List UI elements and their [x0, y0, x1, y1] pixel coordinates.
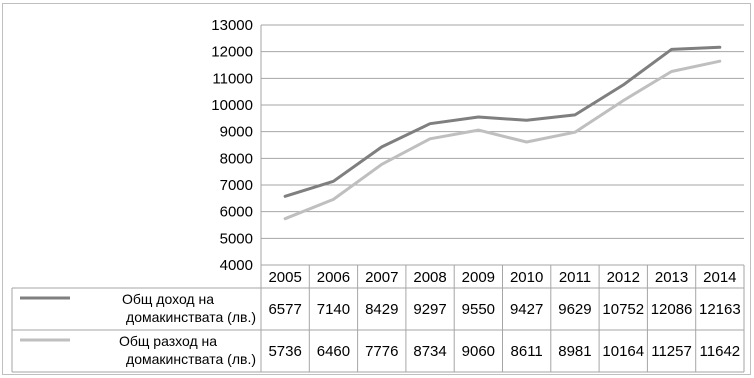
table-value-cell: 12086 — [651, 301, 693, 318]
table-header-year: 2014 — [703, 269, 736, 286]
gridlines — [261, 25, 744, 265]
series-line-2 — [285, 61, 720, 219]
table-value-cell: 12163 — [699, 301, 741, 318]
table-value-cell: 6577 — [268, 301, 301, 318]
table-value-cell: 7140 — [317, 301, 350, 318]
table-value-cell: 9297 — [413, 301, 446, 318]
table-value-cell: 6460 — [317, 343, 350, 360]
series-name-line: домакинствата (лв.) — [126, 309, 256, 325]
table-header-year: 2007 — [365, 269, 398, 286]
table-value-cell: 9550 — [462, 301, 495, 318]
y-tick-label: 9000 — [220, 124, 253, 141]
table-header-year: 2005 — [268, 269, 301, 286]
table-value-cell: 8429 — [365, 301, 398, 318]
series-name-line: Общ разход на — [119, 333, 217, 349]
table-header-year: 2010 — [510, 269, 543, 286]
table-header-year: 2008 — [413, 269, 446, 286]
y-tick-label: 11000 — [212, 70, 253, 87]
table-header-year: 2006 — [317, 269, 350, 286]
table-value-cell: 11642 — [700, 343, 741, 360]
y-tick-label: 8000 — [220, 150, 253, 167]
table-header-year: 2009 — [462, 269, 495, 286]
series-name-line: домакинствата (лв.) — [126, 351, 256, 367]
y-tick-label: 10000 — [211, 97, 253, 114]
table-value-cell: 9060 — [462, 343, 495, 360]
table-value-cell: 8981 — [558, 343, 591, 360]
table-header-year: 2013 — [655, 269, 688, 286]
series-line-1 — [285, 47, 720, 196]
table-value-cell: 10164 — [602, 343, 644, 360]
y-tick-label: 4000 — [220, 257, 253, 274]
table-header-year: 2012 — [607, 269, 640, 286]
table-value-cell: 8611 — [511, 343, 543, 360]
table-header-year: 2011 — [559, 269, 591, 286]
y-tick-label: 5000 — [220, 230, 253, 247]
y-tick-label: 7000 — [220, 177, 253, 194]
table-value-cell: 11257 — [651, 343, 692, 360]
series-name-line: Общ доход на — [122, 291, 214, 307]
table-value-cell: 5736 — [268, 343, 301, 360]
y-tick-label: 12000 — [211, 44, 253, 61]
table-value-cell: 9629 — [558, 301, 591, 318]
table-value-cell: 7776 — [365, 343, 398, 360]
table-value-cell: 10752 — [602, 301, 644, 318]
table-value-cell: 9427 — [510, 301, 543, 318]
y-tick-label: 6000 — [220, 204, 253, 221]
table-value-cell: 8734 — [413, 343, 446, 360]
series-lines — [285, 47, 720, 218]
data-table: 2005 2006 2007 2008 2009 2010 2011 2012 2013 2014… — [12, 265, 744, 372]
y-tick-label: 13000 — [211, 17, 253, 34]
y-axis-tick-labels: 13000 12000 11000 10000 9000 8000 7000 6000 5000… — [211, 17, 253, 274]
